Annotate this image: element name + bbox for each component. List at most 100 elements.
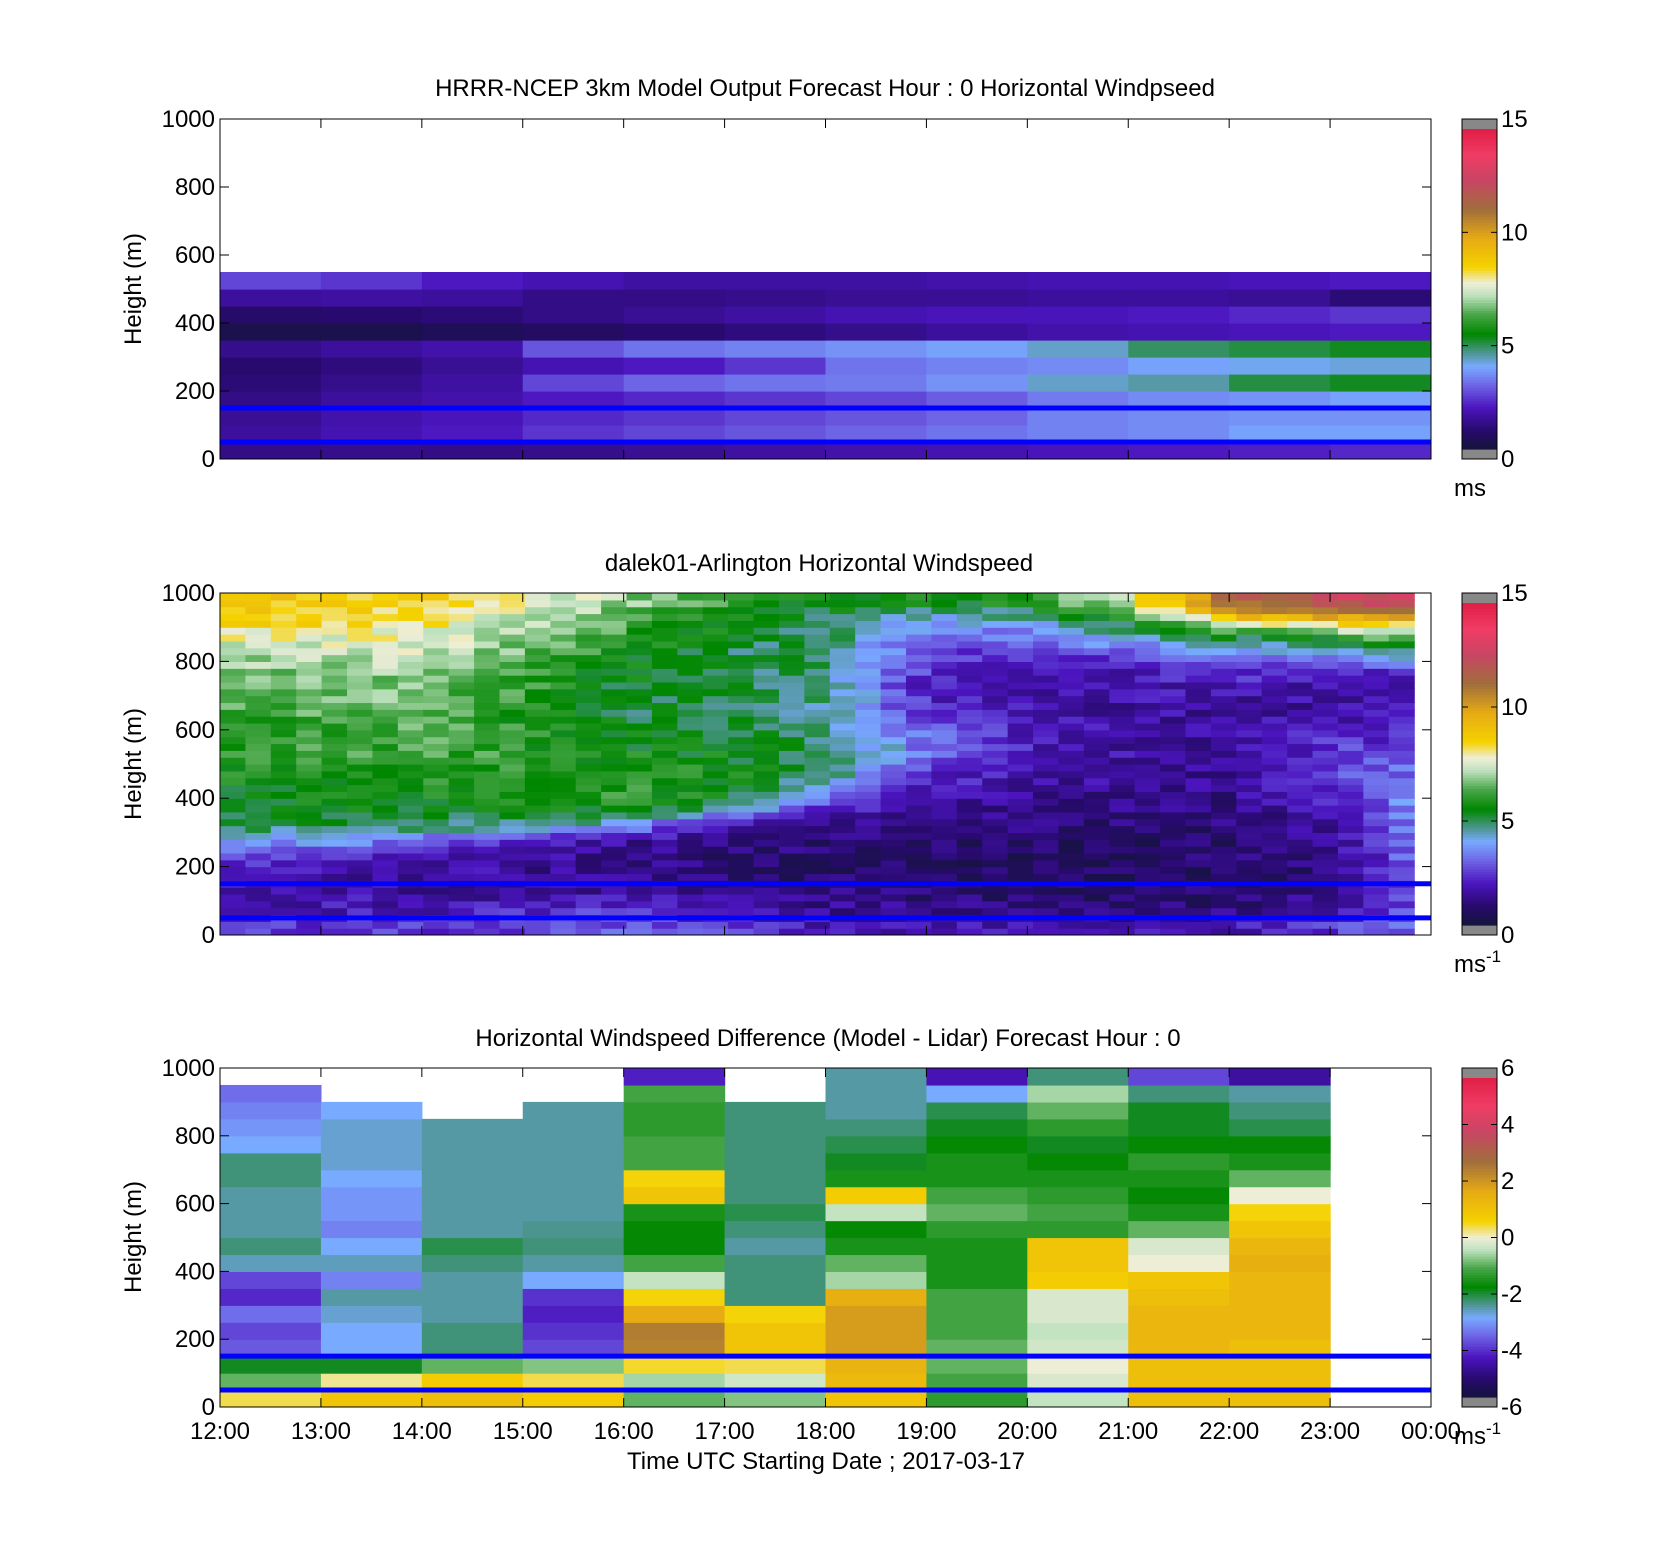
heatmap-cell xyxy=(474,757,501,765)
heatmap-cell xyxy=(1007,852,1034,861)
heatmap-cell xyxy=(296,839,323,847)
heatmap-difference xyxy=(220,1068,1331,1407)
heatmap-cell xyxy=(499,928,526,935)
heatmap-cell xyxy=(1261,675,1288,683)
heatmap-cell xyxy=(421,357,524,375)
heatmap-cell xyxy=(397,640,424,649)
heatmap-cell xyxy=(702,640,729,649)
heatmap-cell xyxy=(372,702,399,710)
heatmap-cell xyxy=(1027,1356,1129,1374)
colorbar-step xyxy=(1462,890,1497,894)
colorbar-step xyxy=(1462,908,1497,913)
heatmap-cell xyxy=(321,805,348,813)
heatmap-cell xyxy=(1337,688,1364,697)
heatmap-cell xyxy=(220,599,247,608)
colorbar-step xyxy=(1462,145,1497,149)
heatmap-cell xyxy=(1109,887,1136,895)
heatmap-cell xyxy=(448,654,475,662)
colorbar-step xyxy=(1462,401,1497,405)
colorbar-step xyxy=(1462,839,1497,843)
heatmap-cell xyxy=(1363,695,1390,704)
heatmap-cell xyxy=(296,729,323,738)
heatmap-cell xyxy=(825,1068,928,1086)
heatmap-cell xyxy=(677,887,704,895)
heatmap-cell xyxy=(1033,887,1060,895)
heatmap-cell xyxy=(448,873,475,881)
heatmap-cell xyxy=(926,1203,1028,1222)
heatmap-cell xyxy=(651,907,678,916)
colorbar-step xyxy=(1462,235,1497,239)
heatmap-cell xyxy=(804,777,831,786)
heatmap-cell xyxy=(1210,805,1237,813)
colorbar-step xyxy=(1462,745,1497,749)
heatmap-cell xyxy=(1210,640,1237,649)
heatmap-cell xyxy=(753,811,780,820)
heatmap-cell xyxy=(1633,391,1680,409)
heatmap-cell xyxy=(956,921,983,929)
heatmap-cell xyxy=(1287,702,1314,710)
heatmap-cell xyxy=(1229,1203,1331,1222)
heatmap-cell xyxy=(753,846,780,854)
heatmap-cell xyxy=(321,709,348,717)
heatmap-cell xyxy=(245,784,272,792)
heatmap-cell xyxy=(270,846,297,854)
heatmap-cell xyxy=(575,675,602,683)
heatmap-cell xyxy=(804,893,831,902)
heatmap-cell xyxy=(623,1254,726,1272)
heatmap-cell xyxy=(270,791,297,799)
heatmap-cell xyxy=(1134,859,1161,868)
heatmap-cell xyxy=(931,873,958,881)
heatmap-cell xyxy=(778,907,805,916)
heatmap-cell xyxy=(728,613,755,621)
colorbar-step xyxy=(1462,1125,1497,1130)
heatmap-cell xyxy=(651,839,678,847)
heatmap-cell xyxy=(1058,791,1085,799)
heatmap-cell xyxy=(1027,1288,1129,1306)
heatmap-cell xyxy=(778,654,805,662)
heatmap-cell xyxy=(1134,647,1161,656)
heatmap-cell xyxy=(728,627,755,635)
heatmap-cell xyxy=(1185,887,1212,895)
heatmap-cell xyxy=(220,640,247,649)
heatmap-cell xyxy=(499,750,526,758)
heatmap-cell xyxy=(245,852,272,861)
heatmap-cell xyxy=(499,866,526,875)
heatmap-cell xyxy=(1185,770,1212,779)
colorbar-step xyxy=(1462,129,1497,133)
heatmap-cell xyxy=(372,818,399,827)
colorbar-step xyxy=(1462,611,1497,615)
colorbar-step xyxy=(1462,871,1497,875)
heatmap-cell xyxy=(421,1305,524,1323)
heatmap-cell xyxy=(1134,777,1161,786)
heatmap-cell xyxy=(524,729,551,738)
heatmap-cell xyxy=(1337,634,1364,642)
colorbar-step xyxy=(1462,385,1497,389)
heatmap-cell xyxy=(1134,907,1161,916)
heatmap-cell xyxy=(499,900,526,909)
colorbar-step xyxy=(1462,887,1497,891)
heatmap-cell xyxy=(220,661,247,669)
heatmap-cell xyxy=(855,873,882,881)
heatmap-cell xyxy=(1185,627,1212,635)
colorbar-step xyxy=(1462,1357,1497,1361)
heatmap-cell xyxy=(651,688,678,697)
heatmap-cell xyxy=(728,907,755,916)
heatmap-cell xyxy=(601,764,628,772)
heatmap-cell xyxy=(1134,654,1161,662)
heatmap-cell xyxy=(1134,887,1161,895)
heatmap-cell xyxy=(829,743,856,751)
x-tick-label: 13:00 xyxy=(291,1418,351,1445)
heatmap-cell xyxy=(728,750,755,758)
heatmap-cell xyxy=(1160,681,1187,690)
heatmap-cell xyxy=(677,907,704,916)
heatmap-cell xyxy=(474,928,501,935)
heatmap-cell xyxy=(1128,1390,1230,1407)
heatmap-cell xyxy=(1532,391,1634,409)
heatmap-cell xyxy=(550,791,577,799)
heatmap-cell xyxy=(372,839,399,847)
heatmap-cell xyxy=(778,668,805,676)
heatmap-cell xyxy=(1363,887,1390,895)
heatmap-cell xyxy=(1033,784,1060,792)
heatmap-cell xyxy=(1058,736,1085,745)
heatmap-cell xyxy=(1033,695,1060,704)
